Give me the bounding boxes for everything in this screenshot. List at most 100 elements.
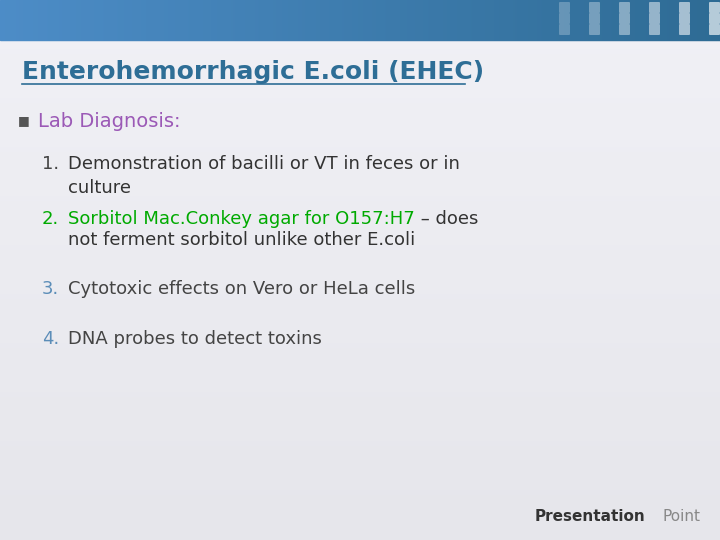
Bar [0, 236, 720, 237]
Bar [425, 0, 426, 40]
Bar [0, 159, 720, 160]
Bar [417, 0, 418, 40]
Bar [0, 442, 720, 443]
Bar [624, 0, 625, 40]
Bar [172, 0, 173, 40]
Bar [0, 426, 720, 427]
Bar [0, 76, 720, 77]
Bar [0, 305, 720, 306]
Bar [378, 0, 379, 40]
Bar [0, 285, 720, 286]
Bar [235, 0, 236, 40]
Bar [0, 338, 720, 339]
Bar [0, 389, 720, 390]
Bar [62, 0, 63, 40]
Bar [201, 0, 202, 40]
Bar [0, 301, 720, 302]
Bar [350, 0, 351, 40]
Bar [711, 0, 712, 40]
Bar [0, 166, 720, 167]
Bar [489, 0, 490, 40]
Bar [0, 247, 720, 248]
Bar [37, 0, 38, 40]
Bar [245, 0, 246, 40]
Bar [586, 0, 587, 40]
Bar [29, 0, 30, 40]
Bar [0, 517, 720, 518]
Bar [564, 0, 565, 40]
Bar [0, 214, 720, 215]
Bar [0, 448, 720, 449]
Bar [337, 0, 338, 40]
Bar [0, 286, 720, 287]
Bar [166, 0, 167, 40]
Bar [177, 0, 178, 40]
Bar [0, 356, 720, 357]
Bar [635, 0, 636, 40]
Bar [581, 0, 582, 40]
Bar [568, 0, 569, 40]
Bar [49, 0, 50, 40]
Bar [683, 0, 684, 40]
Bar [120, 0, 121, 40]
Bar [688, 0, 689, 40]
Bar [662, 0, 663, 40]
Bar [0, 410, 720, 411]
Bar [342, 0, 343, 40]
Bar [509, 0, 510, 40]
Bar [0, 388, 720, 389]
Bar [587, 0, 588, 40]
Bar [0, 224, 720, 225]
Bar [0, 527, 720, 528]
Bar [228, 0, 229, 40]
Bar [0, 139, 720, 140]
Bar [0, 175, 720, 176]
Bar [0, 211, 720, 212]
Bar [0, 259, 720, 260]
Bar [370, 0, 371, 40]
Bar [208, 0, 209, 40]
Bar [448, 0, 449, 40]
Bar [380, 0, 381, 40]
Bar [491, 0, 492, 40]
Bar [0, 479, 720, 480]
Bar [502, 0, 503, 40]
Bar [0, 93, 720, 94]
Bar [100, 0, 101, 40]
Bar [659, 0, 660, 40]
Bar [388, 0, 389, 40]
Bar [540, 0, 541, 40]
Bar [210, 0, 211, 40]
Bar [249, 0, 250, 40]
Bar [0, 288, 720, 289]
Bar [0, 188, 720, 189]
Bar [612, 0, 613, 40]
Bar [652, 0, 653, 40]
Bar [594, 0, 595, 40]
Bar [588, 0, 589, 40]
Bar [0, 147, 720, 148]
Bar [314, 0, 315, 40]
Bar [209, 0, 210, 40]
Bar [465, 0, 466, 40]
Bar [0, 268, 720, 269]
Bar [0, 367, 720, 368]
Bar [0, 220, 720, 221]
Bar [20, 0, 21, 40]
Bar [550, 0, 551, 40]
Bar [0, 118, 720, 119]
Bar [0, 396, 720, 397]
Bar [455, 0, 456, 40]
Bar [716, 0, 717, 40]
Bar [0, 431, 720, 432]
Bar [92, 0, 93, 40]
Bar [298, 0, 299, 40]
Text: 3.: 3. [42, 280, 59, 298]
Bar [164, 0, 165, 40]
Bar [0, 346, 720, 347]
Bar [305, 0, 306, 40]
Bar [0, 401, 720, 402]
Bar [19, 0, 20, 40]
Bar [0, 473, 720, 474]
Bar [0, 424, 720, 425]
